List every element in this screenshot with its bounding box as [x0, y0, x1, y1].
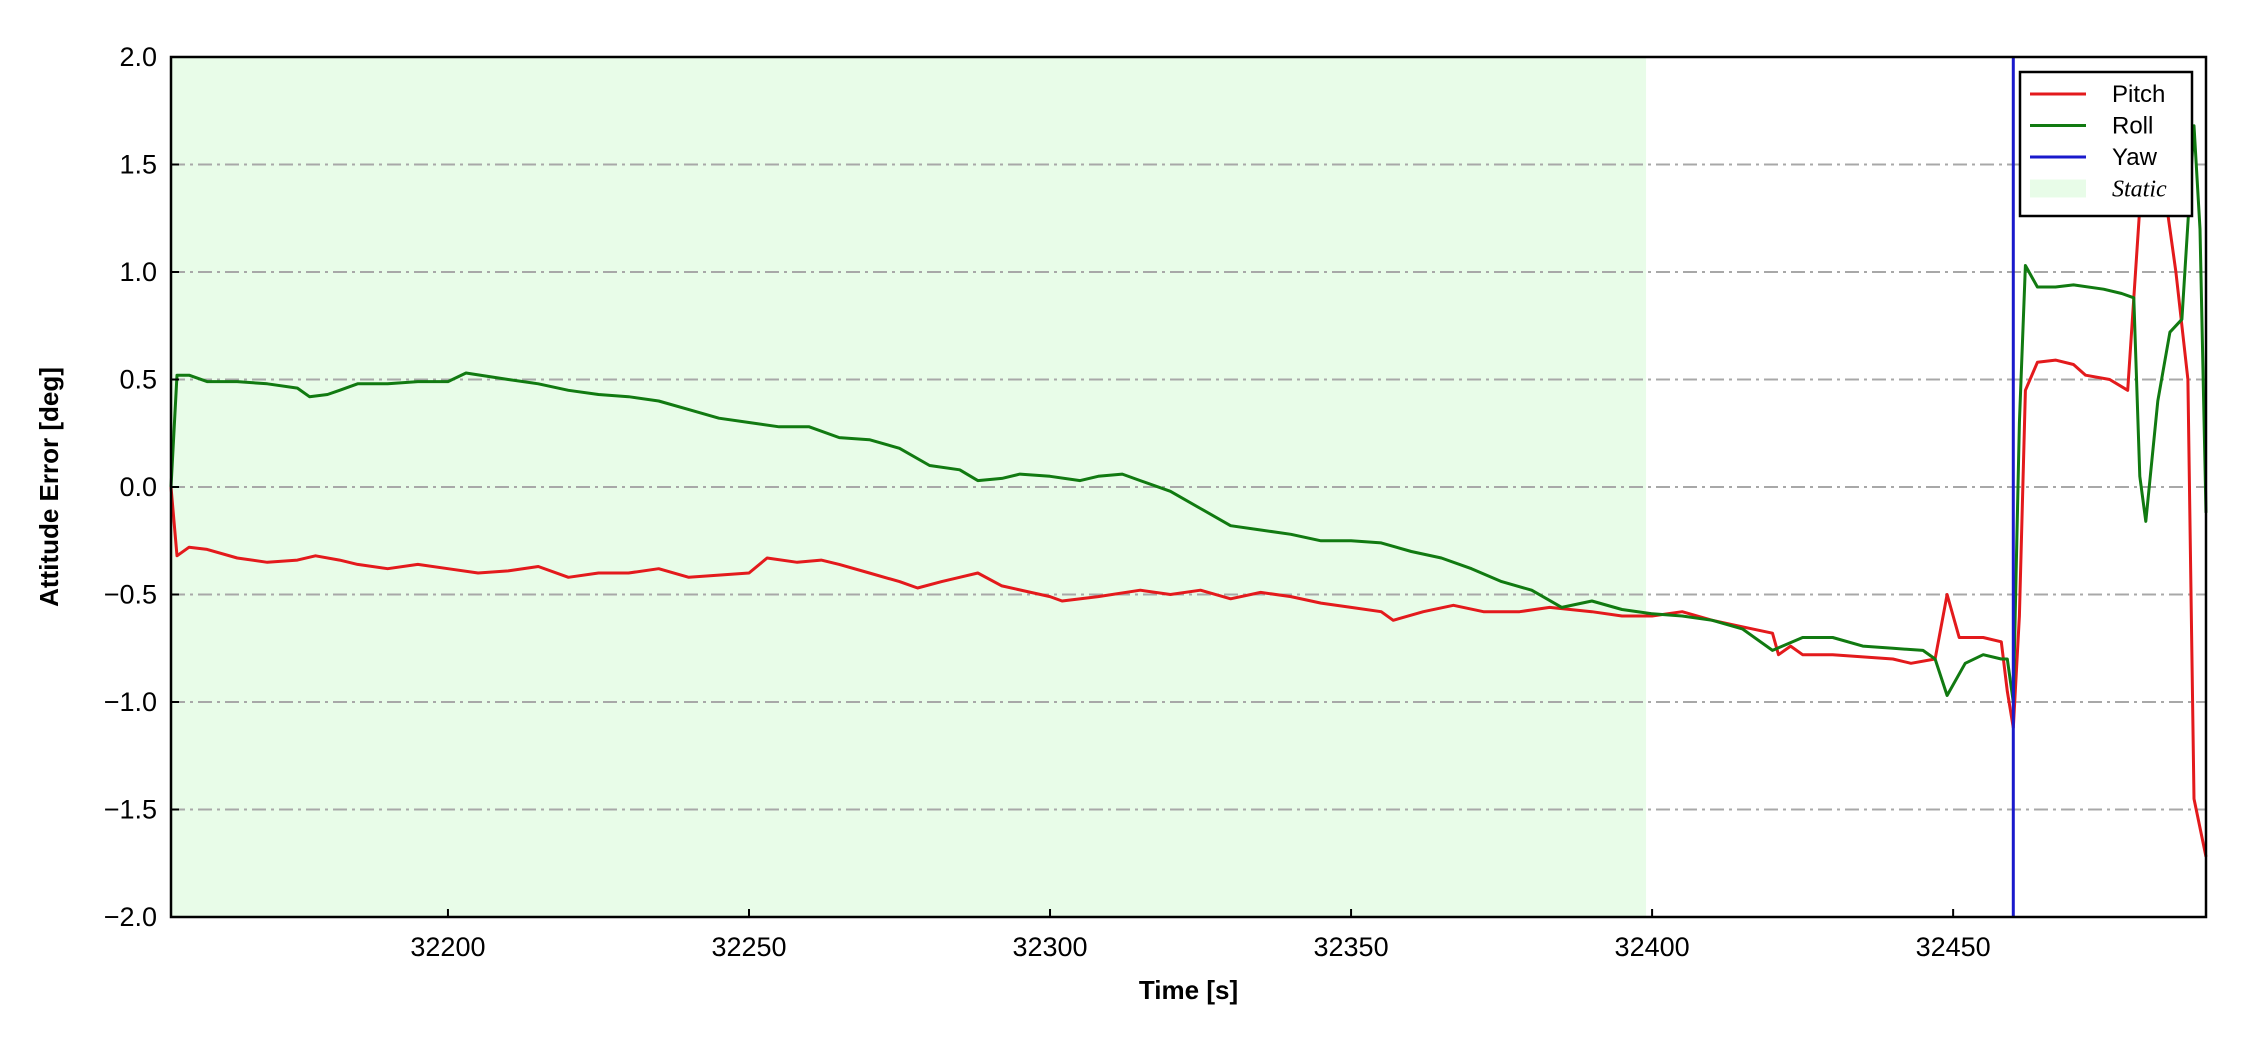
legend: Pitch Roll Yaw Static — [2018, 70, 2194, 218]
series-line-roll — [169, 124, 2208, 704]
y-tick-label: −2.0 — [104, 902, 157, 932]
legend-label-pitch: Pitch — [2112, 81, 2165, 108]
legend-label-static: Static — [2112, 177, 2167, 203]
y-tick-label: 1.0 — [119, 257, 157, 287]
x-tick-label: 32200 — [410, 932, 485, 962]
x-axis: 32200 32250 32300 32350 32400 32450 — [410, 909, 1991, 962]
x-tick-label: 32350 — [1314, 932, 1389, 962]
y-tick-label: 2.0 — [119, 42, 157, 72]
x-tick-label: 32250 — [711, 932, 786, 962]
grid-lines — [171, 163, 2206, 811]
y-tick-label: 1.5 — [119, 150, 157, 180]
y-tick-label: −1.5 — [104, 795, 157, 825]
y-tick-label: −0.5 — [104, 580, 157, 610]
x-tick-label: 32450 — [1916, 932, 1991, 962]
y-tick-label: −1.0 — [104, 687, 157, 717]
legend-label-roll: Roll — [2112, 113, 2153, 140]
x-axis-title: Time [s] — [1139, 975, 1238, 1005]
y-tick-label: 0.0 — [119, 472, 157, 502]
y-axis: 2.0 1.5 1.0 0.5 0.0 −0.5 −1.0 −1.5 −2.0 — [104, 42, 179, 932]
legend-swatch-static — [2030, 179, 2086, 198]
y-tick-label: 0.5 — [119, 365, 157, 395]
legend-label-yaw: Yaw — [2112, 144, 2158, 171]
series-lines — [169, 57, 2208, 917]
x-tick-label: 32400 — [1615, 932, 1690, 962]
series-line-pitch — [169, 173, 2208, 858]
y-axis-title: Attitude Error [deg] — [34, 367, 64, 607]
x-tick-label: 32300 — [1012, 932, 1087, 962]
